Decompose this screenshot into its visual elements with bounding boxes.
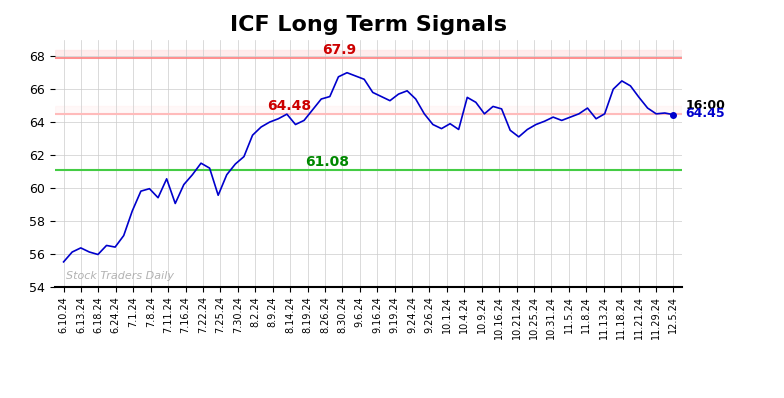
Text: 67.9: 67.9 <box>322 43 357 57</box>
Text: 16:00: 16:00 <box>685 99 725 112</box>
Text: 61.08: 61.08 <box>305 155 349 169</box>
Text: 64.48: 64.48 <box>267 99 311 113</box>
Bar <box>55 106 682 115</box>
Text: 64.45: 64.45 <box>685 107 725 120</box>
Bar <box>55 50 682 58</box>
Text: Stock Traders Daily: Stock Traders Daily <box>66 271 174 281</box>
Title: ICF Long Term Signals: ICF Long Term Signals <box>230 16 507 35</box>
